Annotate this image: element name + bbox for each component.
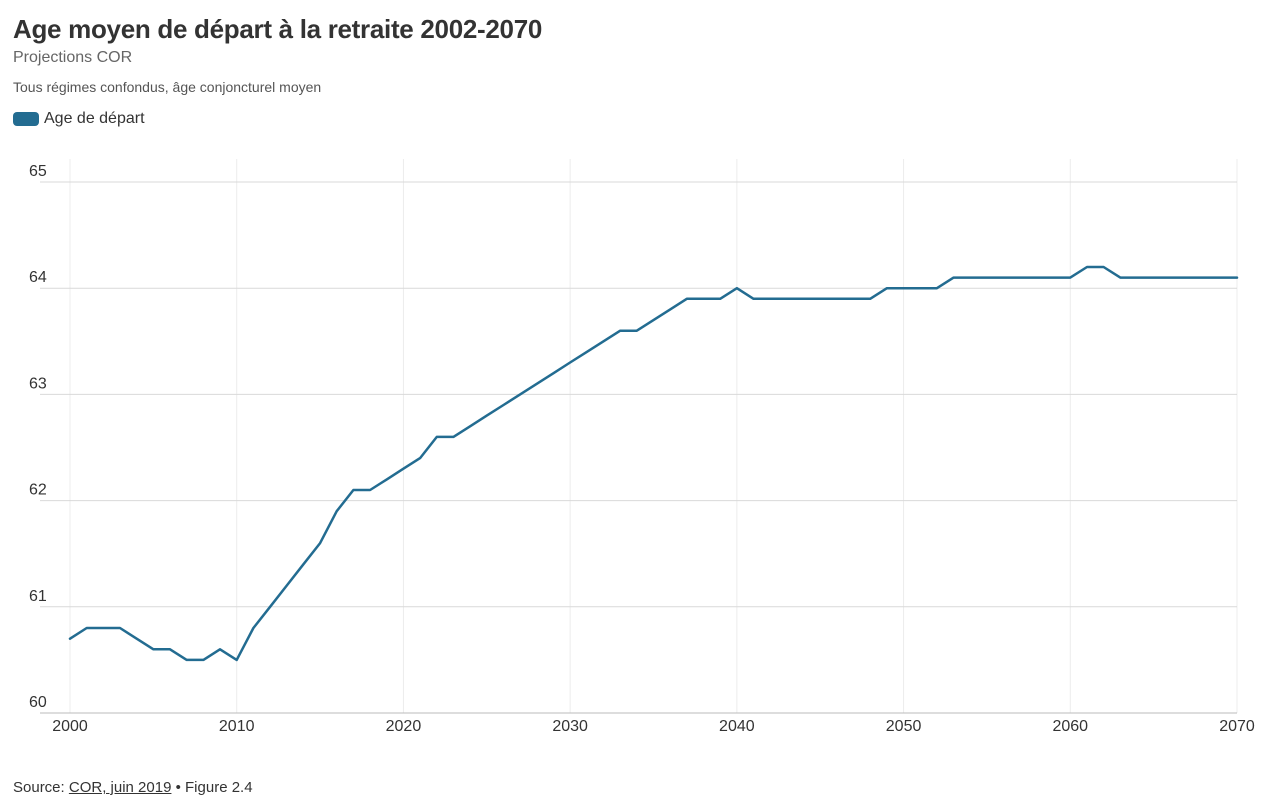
y-tick-label: 60: [29, 694, 47, 711]
chart-subtitle: Projections COR: [13, 49, 133, 66]
footer: Source: COR, juin 2019 • Figure 2.4: [13, 779, 253, 796]
chart-description: Tous régimes confondus, âge conjoncturel…: [13, 79, 322, 95]
y-tick-label: 65: [29, 163, 47, 180]
legend-swatch: [13, 112, 39, 126]
y-tick-label: 62: [29, 482, 47, 499]
legend-label: Age de départ: [44, 110, 145, 127]
series-layer: [68, 265, 1239, 662]
figure-ref: • Figure 2.4: [171, 779, 253, 796]
y-axis-labels: 60 61 62 63 64 65: [29, 163, 47, 711]
x-tick-label: 2030: [552, 718, 588, 735]
x-tick-label: 2070: [1219, 718, 1255, 735]
legend[interactable]: Age de départ: [13, 110, 145, 128]
series-line[interactable]: [68, 265, 1239, 662]
y-tick-label: 64: [29, 269, 47, 286]
x-axis-labels: 2000 2010 2020 2030 2040 2050 2060 2070: [52, 718, 1255, 735]
source-label: Source:: [13, 779, 69, 796]
x-tick-label: 2050: [886, 718, 922, 735]
x-tick-label: 2010: [219, 718, 255, 735]
chart-title: Age moyen de départ à la retraite 2002-2…: [13, 14, 543, 44]
y-tick-label: 63: [29, 375, 47, 392]
source-link[interactable]: COR, juin 2019: [68, 779, 172, 796]
horizontal-gridlines: [40, 181, 1237, 714]
x-tick-label: 2000: [52, 718, 88, 735]
x-tick-label: 2060: [1052, 718, 1088, 735]
vertical-gridlines: [69, 159, 1238, 713]
x-tick-label: 2020: [386, 718, 422, 735]
x-tick-label: 2040: [719, 718, 755, 735]
y-tick-label: 61: [29, 588, 47, 605]
